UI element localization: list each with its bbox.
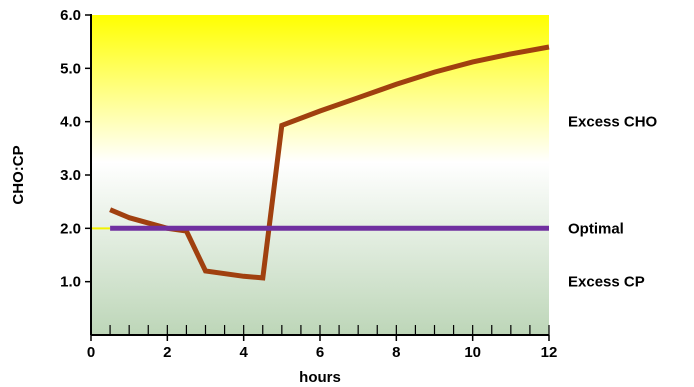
plot-background <box>91 15 549 335</box>
zone-label: Excess CHO <box>568 114 658 131</box>
series-layer <box>109 44 550 281</box>
x-tick-label: 12 <box>541 344 558 361</box>
x-tick-label: 8 <box>392 344 400 361</box>
x-tick-label: 6 <box>316 344 324 361</box>
x-tick-label: 0 <box>87 344 95 361</box>
y-axis-title: CHO:CP <box>10 145 27 204</box>
labels-layer: 1.0 2.0 3.0 4.0 5.0 6.0 0 2 4 6 8 10 12 Excess CHO Opt… <box>60 7 657 361</box>
y-tick-label: 5.0 <box>60 60 81 77</box>
zone-label: Optimal <box>568 220 624 237</box>
y-tick-label: 3.0 <box>60 167 81 184</box>
x-tick-label: 2 <box>163 344 171 361</box>
y-tick-label: 6.0 <box>60 7 81 24</box>
zone-label: Excess CP <box>568 274 645 291</box>
y-tick-label: 4.0 <box>60 114 81 131</box>
ticks-layer <box>85 14 550 341</box>
x-tick-label: 4 <box>239 344 248 361</box>
x-tick-label: 10 <box>464 344 481 361</box>
y-tick-label: 1.0 <box>60 274 81 291</box>
x-axis-title: hours <box>299 369 341 386</box>
y-tick-label: 2.0 <box>60 220 81 237</box>
